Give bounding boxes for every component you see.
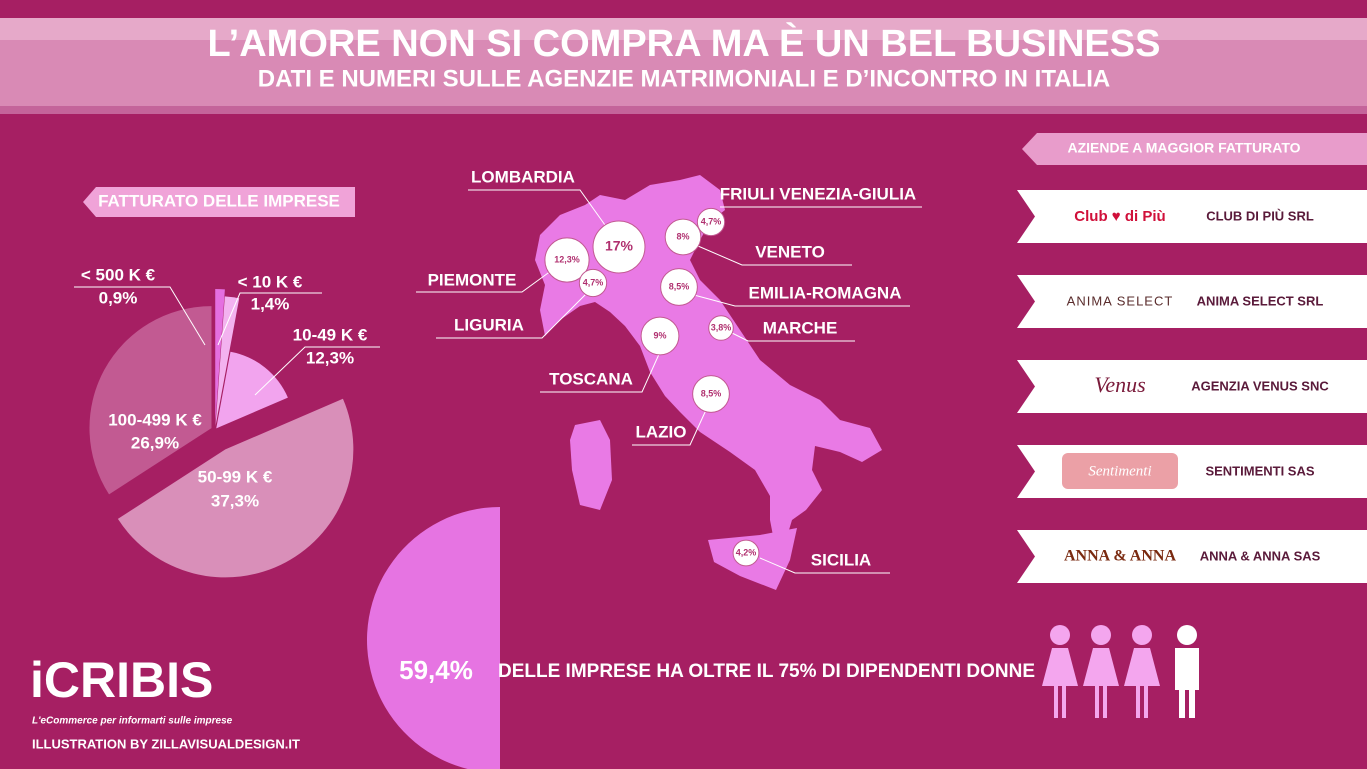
pie-slice (215, 296, 240, 427)
region-name: TOSCANA (549, 369, 633, 388)
section-band (1022, 133, 1367, 165)
leader-line (254, 346, 380, 396)
header-shadow (0, 106, 1367, 114)
company-logo: Club ♥ di Più (1074, 208, 1165, 225)
company-name: ANIMA SELECT SRL (1197, 293, 1324, 308)
tagline: L'eCommerce per informarti sulle imprese (32, 716, 233, 727)
stat-value: 59,4% (399, 655, 473, 685)
leader-line (540, 351, 661, 393)
region-name: EMILIA-ROMAGNA (749, 283, 902, 302)
slice-value: 37,3% (211, 491, 259, 510)
sardinia (570, 420, 612, 510)
person-icon (1083, 625, 1119, 718)
slice-label: < 500 K € (81, 265, 156, 284)
region-name: PIEMONTE (428, 270, 517, 289)
pie-slice (216, 351, 288, 429)
section-title: AZIENDE A MAGGIOR FATTURATO (1067, 140, 1300, 156)
stat-wedge (367, 506, 500, 769)
company-banner (1017, 190, 1367, 243)
region-bubble (664, 218, 702, 256)
leader-line (217, 292, 322, 346)
company-logo: Sentimenti (1088, 463, 1151, 479)
slice-value: 26,9% (131, 433, 179, 452)
pie-slice (215, 289, 225, 425)
leader-line (468, 189, 606, 226)
pie-slice (89, 306, 212, 495)
leader-line (697, 245, 852, 266)
company-logo: ANNA & ANNA (1064, 548, 1176, 565)
region-name: LAZIO (636, 422, 687, 441)
slice-label: < 10 K € (238, 272, 303, 291)
person-icon (1175, 625, 1199, 718)
region-value: 4,2% (736, 547, 757, 557)
slice-label: 50-99 K € (198, 467, 273, 486)
region-value: 9% (653, 330, 666, 340)
region-value: 4,7% (701, 216, 722, 226)
region-bubble (696, 207, 726, 237)
region-name: LOMBARDIA (471, 167, 575, 186)
company-banner (1017, 530, 1367, 583)
title: L’AMORE NON SI COMPRA MA È UN BEL BUSINE… (208, 21, 1161, 65)
leader-line (632, 409, 707, 446)
pie-slice (117, 398, 354, 578)
header-stripe (0, 18, 1367, 40)
company-logo: Venus (1094, 372, 1145, 397)
region-bubble (708, 315, 734, 341)
region-name: LIGURIA (454, 315, 524, 334)
region-value: 8,5% (701, 388, 722, 398)
region-bubble (692, 375, 730, 413)
region-value: 8% (676, 231, 689, 241)
slice-label: 10-49 K € (293, 325, 368, 344)
section-band (83, 187, 355, 217)
region-name: MARCHE (763, 318, 838, 337)
region-name: SICILIA (811, 550, 871, 569)
person-icon (1042, 625, 1078, 718)
company-banner (1017, 360, 1367, 413)
brand: iCRIBIS (30, 652, 213, 708)
region-value: 12,3% (554, 254, 580, 264)
leader-line (416, 267, 556, 293)
credit: ILLUSTRATION BY ZILLAVISUALDESIGN.IT (32, 736, 300, 751)
region-value: 3,8% (711, 322, 732, 332)
company-name: ANNA & ANNA SAS (1200, 548, 1321, 563)
region-bubble (578, 268, 608, 298)
person-icon (1124, 625, 1160, 718)
region-bubble (660, 268, 698, 306)
region-name: FRIULI VENEZIA-GIULIA (720, 184, 916, 203)
logo-badge (1062, 453, 1178, 489)
region-value: 8,5% (669, 281, 690, 291)
region-name: VENETO (755, 242, 825, 261)
slice-value: 0,9% (99, 288, 138, 307)
company-name: CLUB DI PIÙ SRL (1206, 208, 1314, 223)
leader-line (436, 291, 589, 339)
slice-value: 12,3% (306, 348, 354, 367)
stat-text: DELLE IMPRESE HA OLTRE IL 75% DI DIPENDE… (498, 661, 1035, 682)
leader-line (731, 332, 855, 342)
subtitle: DATI E NUMERI SULLE AGENZIE MATRIMONIALI… (258, 65, 1110, 92)
slice-value: 1,4% (251, 294, 290, 313)
women-icons (1042, 625, 1199, 718)
slice-label: 100-499 K € (108, 410, 202, 429)
company-logo: ANIMA SELECT (1067, 293, 1174, 308)
region-bubble (592, 220, 646, 274)
region-bubble (640, 316, 680, 356)
region-value: 17% (605, 238, 634, 254)
leader-line (693, 294, 910, 307)
company-banner (1017, 275, 1367, 328)
company-name: AGENZIA VENUS SNC (1191, 378, 1329, 393)
region-value: 4,7% (583, 277, 604, 287)
section-title: FATTURATO DELLE IMPRESE (98, 191, 340, 210)
region-bubble (544, 237, 590, 283)
company-name: SENTIMENTI SAS (1205, 463, 1314, 478)
region-bubble (732, 539, 760, 567)
leader-line (74, 286, 206, 346)
leader-line (759, 557, 890, 574)
